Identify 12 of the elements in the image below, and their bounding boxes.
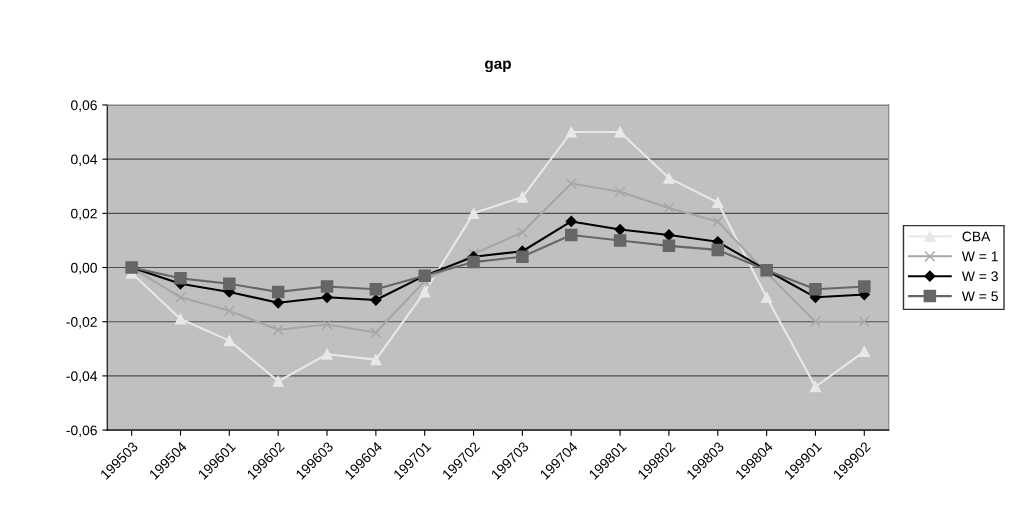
chart-title: gap	[485, 60, 511, 73]
y-tick-label: 0,06	[71, 100, 97, 112]
legend-label: W = 5	[961, 291, 998, 302]
y-tick-label: -0,04	[66, 371, 98, 383]
legend-label: CBA	[962, 231, 991, 242]
y-tick-label: -0,06	[66, 425, 97, 437]
y-tick-label: -0,02	[66, 317, 97, 329]
legend-label: W = 1	[961, 251, 998, 262]
legend-label: W = 3	[961, 271, 998, 282]
y-tick-label: 0,02	[71, 208, 97, 221]
y-tick-label: 0,00	[71, 262, 97, 275]
y-tick-label: 0,04	[71, 154, 98, 166]
